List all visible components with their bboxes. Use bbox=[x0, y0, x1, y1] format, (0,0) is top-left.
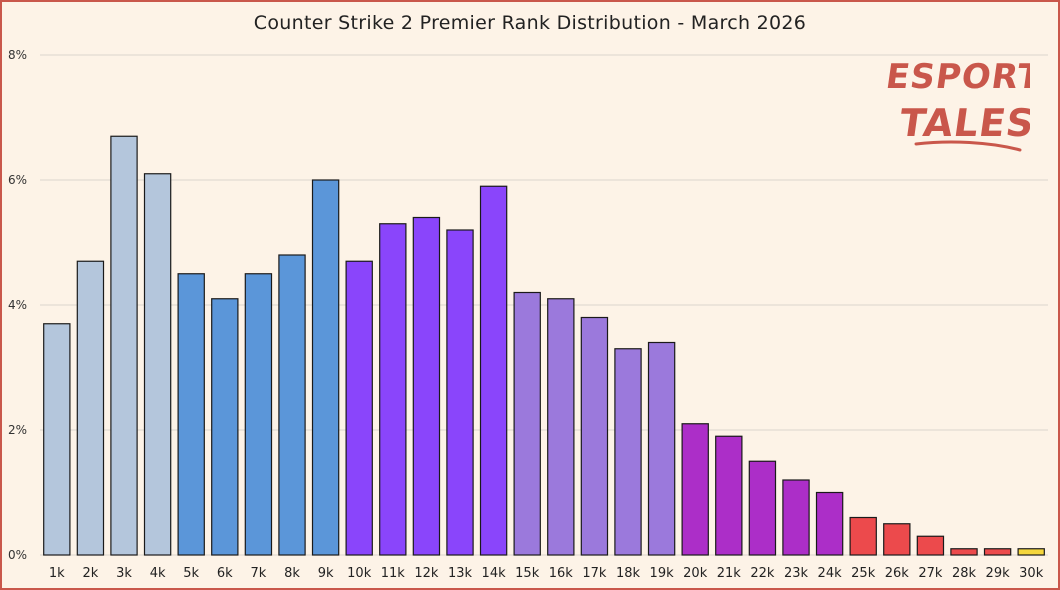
bar-30k bbox=[1017, 548, 1045, 556]
x-tick-label: 20k bbox=[683, 566, 708, 581]
bar-13k bbox=[446, 229, 474, 556]
x-tick-label: 7k bbox=[250, 566, 266, 581]
bar-2k bbox=[76, 260, 105, 556]
bar-24k bbox=[815, 491, 844, 556]
chart-title: Counter Strike 2 Premier Rank Distributi… bbox=[253, 12, 807, 34]
bar-6k bbox=[211, 298, 239, 556]
x-tick-label: 5k bbox=[183, 566, 199, 581]
x-tick-label: 16k bbox=[549, 566, 574, 581]
y-tick-label: 8% bbox=[8, 48, 27, 62]
bar-12k bbox=[412, 216, 441, 556]
y-tick-label: 0% bbox=[8, 548, 27, 562]
y-tick-label: 2% bbox=[8, 423, 27, 437]
y-tick-label: 4% bbox=[8, 298, 27, 312]
x-tick-label: 8k bbox=[284, 566, 300, 581]
bar-29k bbox=[983, 548, 1012, 556]
x-axis-ticks: 1k 2k 3k 4k 5k 6k 7k 8k 9k 10k 11k 12k 13k 14k 15k 16k 1… bbox=[49, 566, 1044, 581]
y-axis-ticks: 0% 2% 4% 6% 8% bbox=[8, 48, 27, 562]
bar-28k bbox=[950, 548, 978, 556]
bar-9k bbox=[311, 179, 340, 556]
bar-5k bbox=[177, 273, 205, 556]
bar-19k bbox=[647, 341, 676, 556]
bar-8k bbox=[278, 254, 306, 556]
x-tick-label: 29k bbox=[986, 566, 1011, 581]
x-tick-label: 1k bbox=[49, 566, 65, 581]
x-tick-label: 17k bbox=[582, 566, 607, 581]
x-tick-label: 30k bbox=[1019, 566, 1044, 581]
y-tick-label: 6% bbox=[8, 173, 27, 187]
x-tick-label: 25k bbox=[851, 566, 876, 581]
bar-4k bbox=[143, 173, 172, 556]
bar-11k bbox=[379, 223, 407, 556]
esports-tales-logo: ESPORTS TALES bbox=[883, 57, 1030, 152]
x-tick-label: 18k bbox=[616, 566, 641, 581]
x-tick-label: 24k bbox=[818, 566, 843, 581]
x-tick-label: 19k bbox=[650, 566, 675, 581]
x-tick-label: 23k bbox=[784, 566, 809, 581]
x-tick-label: 4k bbox=[150, 566, 166, 581]
bar-18k bbox=[614, 348, 642, 556]
gridlines bbox=[40, 54, 1048, 556]
bar-3k bbox=[110, 135, 138, 556]
bar-7k bbox=[244, 273, 273, 556]
bar-14k bbox=[479, 185, 508, 556]
x-tick-label: 2k bbox=[82, 566, 98, 581]
bar-23k bbox=[782, 479, 810, 556]
x-tick-label: 10k bbox=[347, 566, 372, 581]
bar-27k bbox=[916, 535, 945, 556]
x-tick-label: 28k bbox=[952, 566, 977, 581]
bar-21k bbox=[715, 435, 743, 556]
x-tick-label: 12k bbox=[414, 566, 439, 581]
x-tick-label: 11k bbox=[381, 566, 406, 581]
bar-17k bbox=[580, 316, 609, 556]
bar-15k bbox=[513, 291, 541, 556]
x-tick-label: 13k bbox=[448, 566, 473, 581]
logo-line1: ESPORTS bbox=[883, 57, 1030, 97]
x-tick-label: 14k bbox=[482, 566, 507, 581]
x-tick-label: 26k bbox=[885, 566, 910, 581]
bar-22k bbox=[748, 460, 777, 556]
x-tick-label: 27k bbox=[918, 566, 943, 581]
x-tick-label: 21k bbox=[717, 566, 742, 581]
bar-10k bbox=[345, 260, 373, 556]
x-tick-label: 9k bbox=[318, 566, 334, 581]
x-tick-label: 3k bbox=[116, 566, 132, 581]
bar-20k bbox=[681, 423, 709, 556]
bars bbox=[43, 135, 1045, 556]
logo-line2: TALES bbox=[897, 102, 1030, 146]
bar-1k bbox=[43, 323, 71, 556]
bar-25k bbox=[849, 516, 877, 556]
x-tick-label: 6k bbox=[217, 566, 233, 581]
bar-26k bbox=[883, 523, 911, 556]
x-tick-label: 22k bbox=[750, 566, 775, 581]
bar-16k bbox=[547, 298, 575, 556]
x-tick-label: 15k bbox=[515, 566, 540, 581]
logo-brush-stroke bbox=[914, 140, 1022, 152]
